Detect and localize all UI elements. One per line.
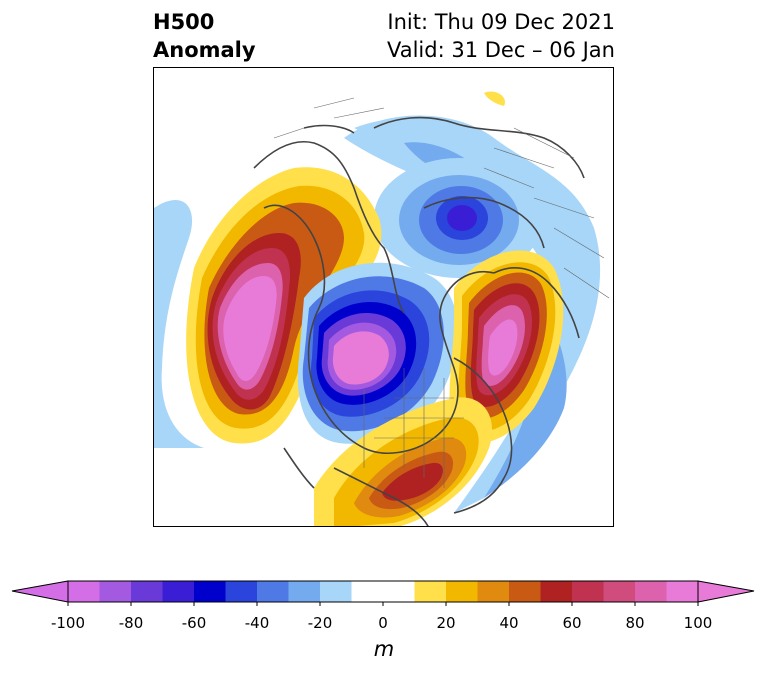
colorbar-tick-label: -60 — [181, 614, 207, 632]
colorbar-tick-label: 100 — [683, 614, 713, 632]
colorbar-bin — [194, 581, 226, 602]
colorbar-tick-label: 60 — [562, 614, 582, 632]
colorbar-bin — [162, 581, 195, 602]
colorbar-bin — [540, 581, 573, 602]
valid-period: Valid: 31 Dec – 06 Jan — [386, 38, 615, 62]
colorbar-tick-marks — [67, 602, 699, 606]
colorbar-unit: m — [373, 637, 395, 661]
siberian-trough — [374, 158, 544, 278]
colorbar-tick-label: -100 — [50, 614, 86, 632]
small-positive-patch — [484, 91, 505, 106]
colorbar — [11, 580, 755, 606]
colorbar-bin — [131, 581, 163, 602]
colorbar-bin — [225, 581, 258, 602]
colorbar-extend-high — [697, 580, 755, 603]
colorbar-bin — [635, 581, 667, 602]
colorbar-tick-label: 80 — [625, 614, 645, 632]
colorbar-bin — [572, 581, 604, 602]
colorbar-bin — [288, 581, 321, 602]
anomaly-map — [153, 67, 614, 527]
init-time: Init: Thu 09 Dec 2021 — [387, 10, 615, 34]
title-product: Anomaly — [153, 38, 256, 62]
colorbar-bin — [477, 581, 510, 602]
southeast-us-ridge — [314, 397, 493, 526]
colorbar-bin — [257, 581, 289, 602]
colorbar-bin — [414, 581, 447, 602]
colorbar-bin — [351, 581, 415, 602]
colorbar-tick-label: -40 — [244, 614, 270, 632]
title-variable: H500 — [153, 10, 215, 34]
colorbar-bin — [99, 581, 132, 602]
central-north-america-trough — [297, 262, 458, 444]
anomaly-map-svg — [154, 91, 610, 526]
colorbar-extend-low — [11, 580, 69, 603]
title-right: Init: Thu 09 Dec 2021 Valid: 31 Dec – 06… — [387, 8, 615, 64]
colorbar-bin — [509, 581, 541, 602]
title-left: H500 Anomaly — [153, 8, 256, 64]
coastlines — [253, 116, 585, 526]
pacific-ridge — [154, 167, 382, 448]
colorbar-tick-label: -20 — [307, 614, 333, 632]
colorbar-tick-label: 0 — [378, 614, 388, 632]
colorbar-tick-label: 40 — [499, 614, 519, 632]
colorbar-bins — [68, 581, 699, 602]
colorbar-bin — [603, 581, 636, 602]
colorbar-tick-label: 20 — [436, 614, 456, 632]
political-borders — [273, 97, 610, 488]
colorbar-tick-label: -80 — [118, 614, 144, 632]
colorbar-bin — [666, 581, 699, 602]
colorbar-bin — [320, 581, 352, 602]
colorbar-bin — [68, 581, 100, 602]
colorbar-bin — [446, 581, 478, 602]
